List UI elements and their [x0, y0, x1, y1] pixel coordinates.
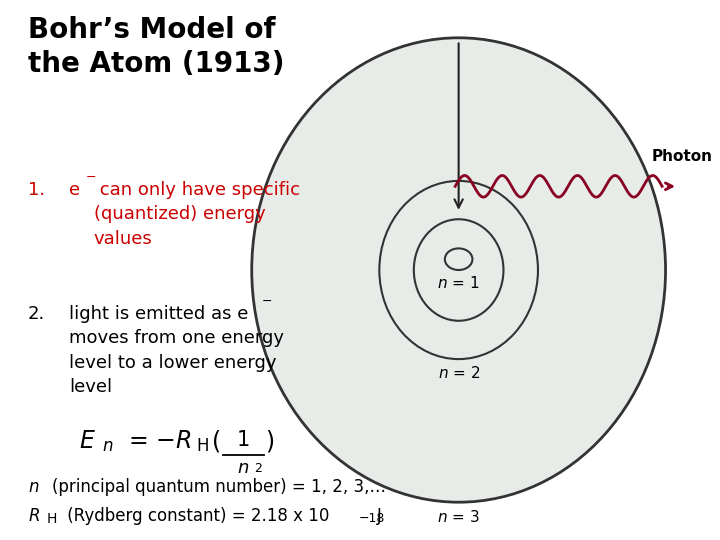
Text: (principal quantum number) = 1, 2, 3,…: (principal quantum number) = 1, 2, 3,… — [52, 478, 386, 496]
Text: $n$ = 2: $n$ = 2 — [438, 364, 480, 381]
Text: −: − — [86, 171, 96, 184]
Text: J: J — [377, 507, 382, 524]
Text: $n$ = 3: $n$ = 3 — [437, 509, 480, 525]
Text: (: ( — [212, 429, 221, 453]
Text: moves from one energy
level to a lower energy
level: moves from one energy level to a lower e… — [69, 305, 284, 396]
Text: −: − — [261, 295, 272, 308]
Text: H: H — [197, 437, 209, 455]
Text: −18: −18 — [359, 512, 385, 525]
Text: $n$: $n$ — [237, 459, 248, 477]
Text: ): ) — [266, 429, 274, 453]
Text: 2.: 2. — [27, 305, 45, 323]
Text: light is emitted as e: light is emitted as e — [69, 305, 248, 323]
Ellipse shape — [252, 38, 665, 502]
Text: $n$: $n$ — [102, 437, 114, 455]
Text: $n$ = 1: $n$ = 1 — [438, 275, 480, 292]
Text: Bohr’s Model of
the Atom (1913): Bohr’s Model of the Atom (1913) — [27, 16, 284, 78]
Text: (Rydberg constant) = 2.18 x 10: (Rydberg constant) = 2.18 x 10 — [62, 507, 330, 524]
Text: H: H — [47, 512, 58, 526]
Text: = −$R$: = −$R$ — [121, 429, 192, 453]
Text: $R$: $R$ — [27, 507, 40, 524]
Text: 2: 2 — [254, 462, 262, 475]
Text: can only have specific
(quantized) energy
values: can only have specific (quantized) energ… — [94, 181, 300, 247]
Text: 1: 1 — [237, 430, 250, 450]
Text: Photon: Photon — [652, 148, 713, 164]
Text: 1.: 1. — [27, 181, 45, 199]
Text: $n$: $n$ — [27, 478, 39, 496]
Text: $E$: $E$ — [79, 429, 96, 453]
Text: e: e — [69, 181, 80, 199]
